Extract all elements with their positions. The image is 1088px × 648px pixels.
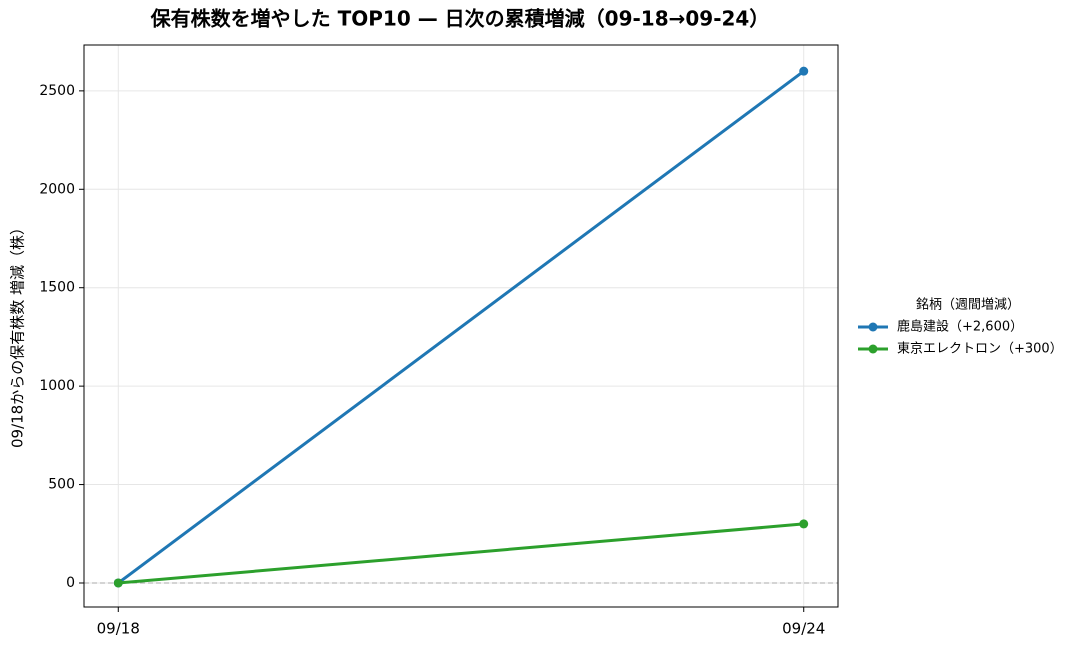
legend-title: 銘柄（週間増減） <box>916 297 1020 313</box>
legend-label: 東京エレクトロン（+300） <box>897 341 1063 357</box>
y-tick-label: 0 <box>66 575 75 591</box>
series-line <box>118 522 804 585</box>
point <box>113 578 123 588</box>
legend-marker <box>868 322 878 332</box>
legend-label: 鹿島建設（+2,600） <box>897 319 1023 335</box>
point <box>799 66 809 76</box>
x-tick-label: 09/24 <box>782 620 825 638</box>
x-tick-label: 09/18 <box>97 620 140 638</box>
y-tick-label: 1500 <box>39 280 75 296</box>
plot-frame <box>83 44 839 608</box>
legend-marker <box>868 344 878 354</box>
series-line <box>117 69 805 585</box>
y-tick-label: 500 <box>48 477 75 493</box>
point <box>799 519 809 529</box>
y-tick-label: 2000 <box>39 181 75 197</box>
y-axis-label: 09/18からの保有株数 増減（株） <box>9 220 27 448</box>
chart-title: 保有株数を増やした TOP10 — 日次の累積増減（09-18→09-24） <box>150 7 770 31</box>
y-tick-label: 1000 <box>39 378 75 394</box>
y-tick-label: 2500 <box>39 83 75 99</box>
